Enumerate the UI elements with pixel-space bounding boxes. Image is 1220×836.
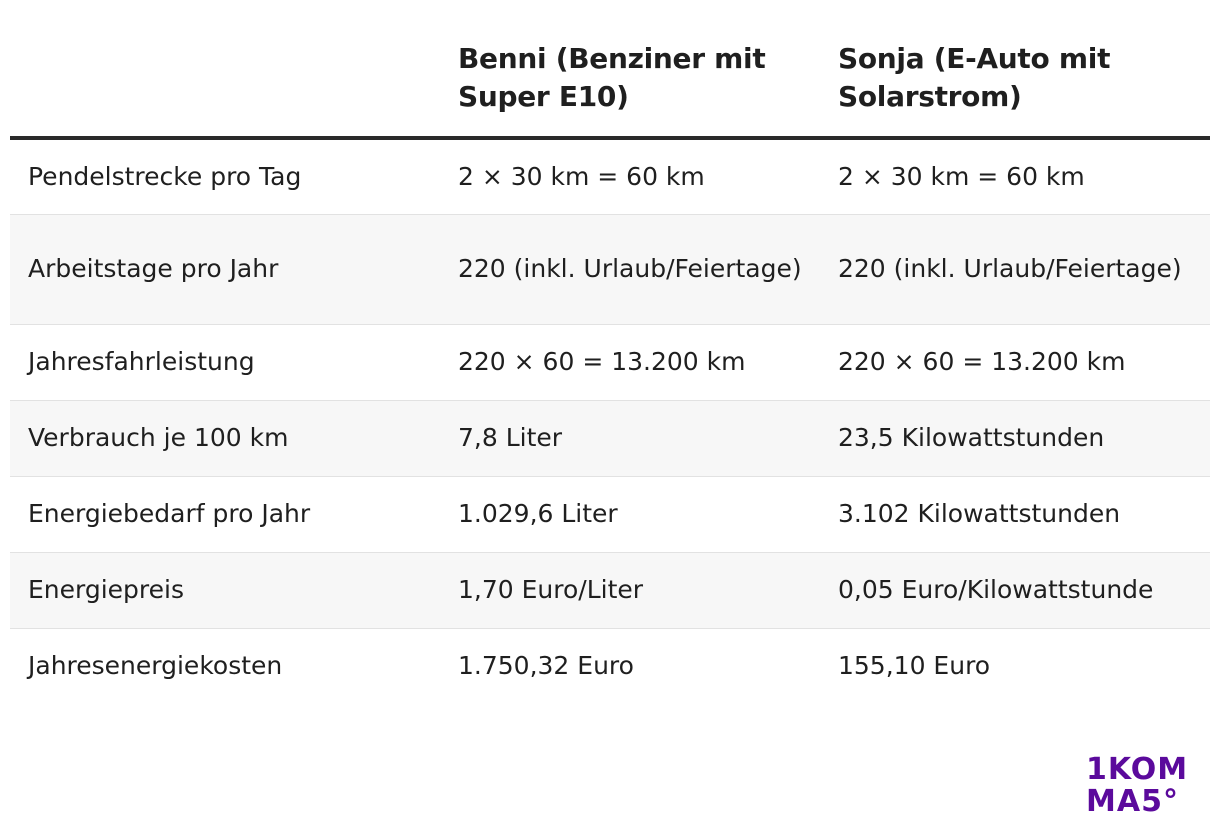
cell-benni: 1.750,32 Euro [458, 651, 634, 681]
cell-benni: 220 × 60 = 13.200 km [440, 324, 820, 401]
table-row: Arbeitstage pro Jahr 220 (inkl. Urlaub/F… [10, 214, 1210, 325]
cell-sonja: 0,05 Euro/Kilowattstunde [820, 552, 1210, 629]
table-body: Pendelstrecke pro Tag 2 × 30 km = 60 km … [10, 138, 1210, 704]
table-row: Verbrauch je 100 km 7,8 Liter 23,5 Kilow… [10, 400, 1210, 477]
cell-sonja: 155,10 Euro [838, 651, 991, 681]
table-row: Jahresenergiekosten 1.750,32 Euro 155,10… [10, 628, 1210, 704]
cell-benni: 1,70 Euro/Liter [440, 552, 820, 629]
row-label: Pendelstrecke pro Tag [10, 138, 440, 215]
row-label: Energiepreis [10, 552, 440, 629]
table-row: Jahresfahrleistung 220 × 60 = 13.200 km … [10, 324, 1210, 401]
comparison-table: Benni (Benziner mit Super E10) Sonja (E-… [10, 0, 1210, 704]
table-row: Energiebedarf pro Jahr 1.029,6 Liter 3.1… [10, 476, 1210, 553]
cell-benni: 7,8 Liter [440, 400, 820, 477]
table-row: Energiepreis 1,70 Euro/Liter 0,05 Euro/K… [10, 552, 1210, 629]
header-cell-benni: Benni (Benziner mit Super E10) [440, 0, 820, 140]
row-label: Jahresenergiekosten [28, 651, 283, 681]
table-row: Pendelstrecke pro Tag 2 × 30 km = 60 km … [10, 138, 1210, 215]
cell-sonja: 220 (inkl. Urlaub/Feiertage) [820, 214, 1210, 325]
row-label: Verbrauch je 100 km [10, 400, 440, 477]
table-header: Benni (Benziner mit Super E10) Sonja (E-… [10, 0, 1210, 140]
cell-sonja: 2 × 30 km = 60 km [820, 138, 1210, 215]
logo-line-1: 1KOM [1086, 752, 1189, 787]
header-cell-label [10, 0, 440, 140]
row-label: Jahresfahrleistung [10, 324, 440, 401]
row-label: Energiebedarf pro Jahr [10, 476, 440, 553]
header-row: Benni (Benziner mit Super E10) Sonja (E-… [10, 0, 1210, 140]
cell-sonja: 23,5 Kilowattstunden [820, 400, 1210, 477]
brand-logo: 1KOM MA5° [1086, 754, 1198, 818]
logo-line-2: MA5° [1086, 784, 1179, 819]
cell-benni: 220 (inkl. Urlaub/Feiertage) [440, 214, 820, 325]
cell-sonja: 3.102 Kilowattstunden [820, 476, 1210, 553]
cell-benni: 1.029,6 Liter [440, 476, 820, 553]
comparison-table-container: Benni (Benziner mit Super E10) Sonja (E-… [10, 0, 1210, 704]
cell-sonja: 220 × 60 = 13.200 km [820, 324, 1210, 401]
header-cell-sonja: Sonja (E-Auto mit Solarstrom) [820, 0, 1210, 140]
row-label: Arbeitstage pro Jahr [10, 214, 440, 325]
cell-benni: 2 × 30 km = 60 km [440, 138, 820, 215]
